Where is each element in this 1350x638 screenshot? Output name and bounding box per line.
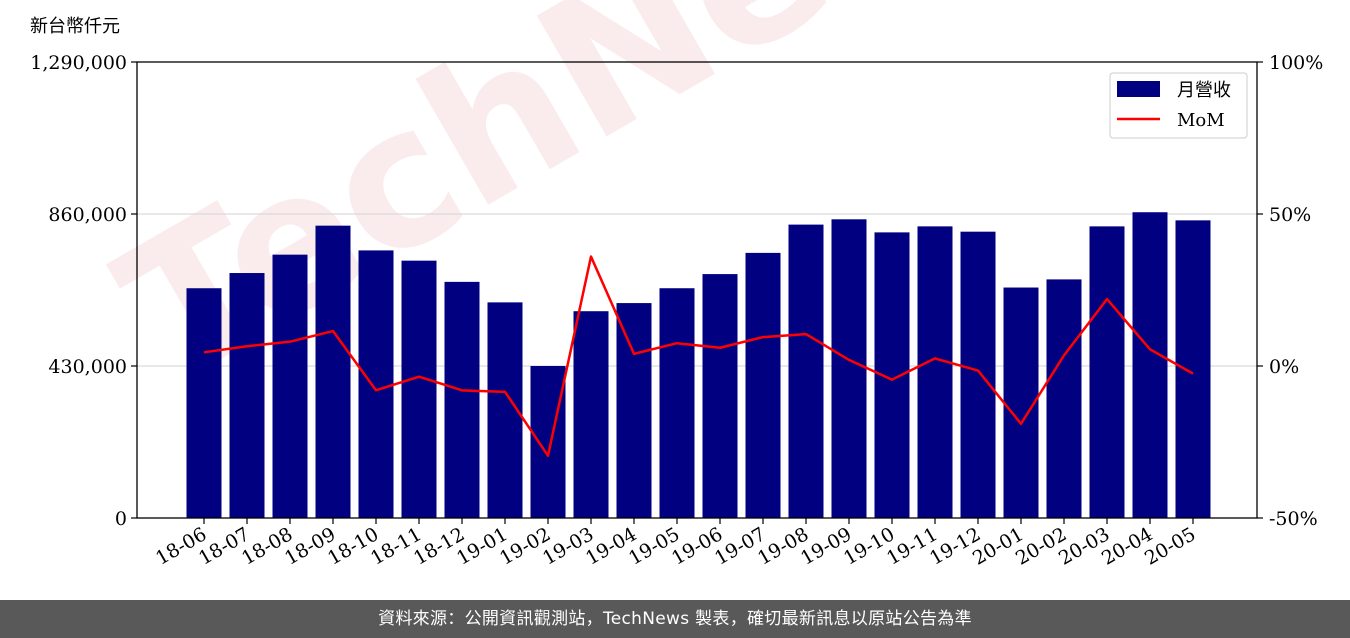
bar (702, 274, 738, 518)
legend-bar-swatch (1117, 81, 1160, 97)
legend-line-label: MoM (1177, 110, 1225, 131)
bar (831, 219, 867, 519)
y-left-tick-label: 860,000 (48, 204, 127, 226)
legend: 月營收 MoM (1109, 72, 1248, 139)
bar (1003, 287, 1039, 518)
bar (229, 273, 265, 518)
y-axis-left: 0 430,000 860,000 1,290,000 (30, 52, 137, 530)
y-left-tick-label: 0 (115, 508, 127, 530)
bar (573, 311, 609, 518)
y-right-tick-label: -50% (1269, 508, 1318, 530)
x-tick-label: 20-05 (1141, 523, 1199, 569)
bar (186, 288, 222, 518)
bar (960, 231, 996, 518)
bar (1175, 220, 1211, 518)
y-right-tick-label: 0% (1269, 356, 1299, 378)
plot-frame (136, 61, 1258, 519)
bar (444, 281, 480, 518)
mom-line-series (203, 255, 1194, 457)
bar (1132, 212, 1168, 519)
y-left-tick-label: 430,000 (48, 356, 127, 378)
unit-label: 新台幣仟元 (30, 16, 120, 37)
y-right-tick-label: 50% (1269, 204, 1311, 226)
bar (401, 260, 437, 518)
bar (1046, 279, 1082, 518)
y-left-tick-label: 1,290,000 (30, 52, 127, 74)
chart: TechNews 新台幣仟元 0430,000860,0001,290,000 … (30, 0, 1323, 570)
x-axis: 18-0618-0718-0818-0918-1018-1118-1219-01… (152, 518, 1200, 570)
legend-bar-label: 月營收 (1177, 80, 1231, 101)
source-text: 資料來源：公開資訊觀測站，TechNews 製表，確切最新訊息以原站公告為準 (378, 609, 972, 629)
bar (272, 254, 308, 518)
bar (745, 252, 781, 518)
source-footer: 資料來源：公開資訊觀測站，TechNews 製表，確切最新訊息以原站公告為準 (0, 600, 1350, 638)
bar (659, 288, 695, 518)
bar (530, 366, 566, 518)
y-right-tick-label: 100% (1269, 52, 1323, 74)
bar (315, 225, 351, 519)
bar (788, 224, 824, 518)
bar (616, 303, 652, 518)
bar-series (186, 212, 1211, 519)
bar (1089, 226, 1125, 519)
mom-line (203, 255, 1194, 457)
bar (358, 250, 394, 518)
y-axis-right: -50% 0% 50% 100% (1257, 52, 1323, 530)
bar (917, 226, 953, 519)
